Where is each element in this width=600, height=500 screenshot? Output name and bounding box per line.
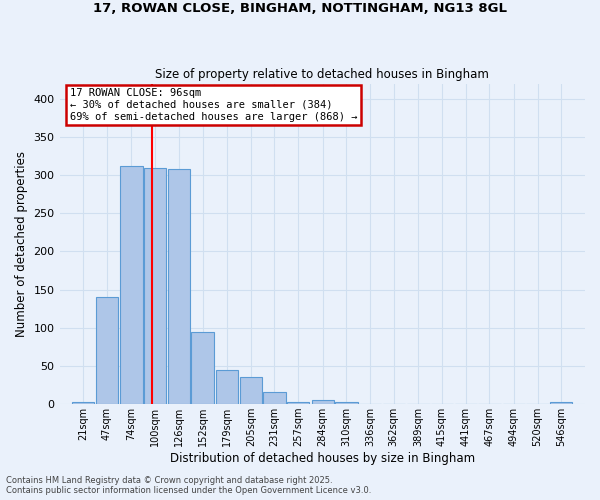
Bar xyxy=(335,402,358,404)
Bar xyxy=(96,298,118,404)
Bar xyxy=(287,402,309,404)
Bar xyxy=(239,378,262,404)
Bar xyxy=(263,392,286,404)
Bar xyxy=(311,400,334,404)
Bar xyxy=(191,332,214,404)
Bar xyxy=(216,370,238,404)
Text: 17, ROWAN CLOSE, BINGHAM, NOTTINGHAM, NG13 8GL: 17, ROWAN CLOSE, BINGHAM, NOTTINGHAM, NG… xyxy=(93,2,507,16)
Y-axis label: Number of detached properties: Number of detached properties xyxy=(15,151,28,337)
X-axis label: Distribution of detached houses by size in Bingham: Distribution of detached houses by size … xyxy=(170,452,475,465)
Bar xyxy=(167,169,190,404)
Bar xyxy=(121,166,143,404)
Bar xyxy=(144,168,166,404)
Bar xyxy=(550,402,572,404)
Title: Size of property relative to detached houses in Bingham: Size of property relative to detached ho… xyxy=(155,68,489,81)
Bar xyxy=(72,402,94,404)
Text: 17 ROWAN CLOSE: 96sqm
← 30% of detached houses are smaller (384)
69% of semi-det: 17 ROWAN CLOSE: 96sqm ← 30% of detached … xyxy=(70,88,358,122)
Text: Contains HM Land Registry data © Crown copyright and database right 2025.
Contai: Contains HM Land Registry data © Crown c… xyxy=(6,476,371,495)
